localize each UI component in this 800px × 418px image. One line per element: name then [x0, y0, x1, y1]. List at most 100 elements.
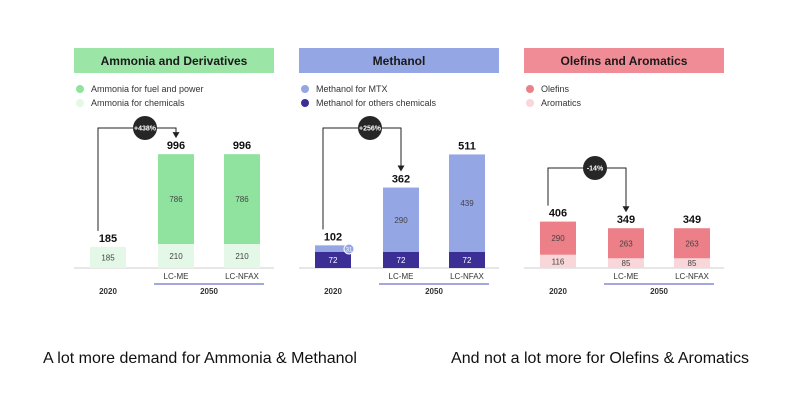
legend-item: Ammonia for fuel and power: [76, 82, 204, 96]
legend-item: Methanol for others chemicals: [301, 96, 436, 110]
bar-segment: [608, 258, 644, 268]
small-badge-label: 31: [346, 248, 353, 254]
year-label-2050: 2050: [200, 287, 218, 296]
panel-title: Ammonia and Derivatives: [100, 53, 248, 68]
bar-segment: [608, 228, 644, 259]
change-badge-label: +256%: [359, 126, 382, 133]
bar-segment: [449, 252, 485, 268]
change-badge-label: +438%: [134, 126, 157, 133]
connector-arrowhead: [622, 206, 630, 213]
year-label-2050: 2050: [650, 287, 668, 296]
bar-segment: [540, 221, 576, 255]
legend-item: Ammonia for chemicals: [76, 96, 204, 110]
bar-segment: [315, 252, 351, 268]
connector-arrowhead: [172, 132, 180, 139]
total-label: 996: [233, 140, 251, 152]
bar-segment: [158, 154, 194, 244]
legend-swatch: [526, 85, 534, 93]
total-label: 996: [167, 140, 185, 152]
legend-label: Methanol for others chemicals: [316, 98, 437, 108]
bar-segment: [674, 258, 710, 268]
year-label-2020: 2020: [99, 287, 117, 296]
legend: Olefins Aromatics: [526, 82, 581, 110]
bar-segment: [383, 187, 419, 252]
panel-header: Methanol: [299, 48, 499, 73]
data-label: 290: [394, 216, 408, 225]
total-label: 362: [392, 174, 410, 186]
legend-label: Olefins: [541, 84, 570, 94]
total-label: 349: [617, 214, 635, 226]
connector-arrowhead: [397, 165, 405, 172]
data-label: 72: [463, 256, 472, 265]
year-label-2050: 2050: [425, 287, 443, 296]
total-label: 511: [458, 140, 476, 152]
category-label: LC-NFAX: [675, 272, 709, 281]
bar-segment: [90, 246, 126, 268]
caption-right: And not a lot more for Olefins & Aromati…: [451, 350, 749, 367]
total-label: 102: [324, 231, 342, 243]
legend-label: Ammonia for fuel and power: [91, 84, 204, 94]
data-label: 210: [235, 252, 249, 261]
change-badge: [358, 116, 382, 140]
legend: Ammonia for fuel and power Ammonia for c…: [76, 82, 204, 110]
year-label-2020: 2020: [324, 287, 342, 296]
methanol-panel: Methanol Methanol for MTX Methanol for o…: [299, 48, 499, 298]
caption-left: A lot more demand for Ammonia & Methanol: [43, 350, 357, 367]
small-badge: [343, 243, 355, 255]
legend-label: Aromatics: [541, 98, 582, 108]
category-label: LC-ME: [389, 272, 414, 281]
bar-segment: [158, 244, 194, 268]
legend-swatch: [76, 99, 84, 107]
total-label: 185: [99, 233, 117, 245]
bar-segment: [674, 228, 710, 259]
legend-label: Ammonia for chemicals: [91, 98, 185, 108]
bar-segment: [383, 252, 419, 268]
legend: Methanol for MTX Methanol for others che…: [301, 82, 436, 110]
year-label-2020: 2020: [549, 287, 567, 296]
olefins-panel: Olefins and Aromatics Olefins Aromatics …: [524, 48, 724, 298]
legend-item: Olefins: [526, 82, 581, 96]
data-label: 72: [397, 256, 406, 265]
bar-segment: [315, 245, 351, 252]
panel-title: Olefins and Aromatics: [560, 53, 688, 68]
legend-item: Methanol for MTX: [301, 82, 436, 96]
data-label: 290: [551, 234, 565, 243]
category-label: LC-NFAX: [225, 272, 259, 281]
data-label: 786: [235, 195, 249, 204]
legend-swatch: [526, 99, 534, 107]
bar-segment: [449, 154, 485, 252]
data-label: 85: [622, 259, 631, 268]
bar-segment: [224, 244, 260, 268]
total-label: 349: [683, 214, 701, 226]
panel-header: Ammonia and Derivatives: [74, 48, 274, 73]
data-label: 786: [169, 195, 183, 204]
legend-swatch: [76, 85, 84, 93]
panel-header: Olefins and Aromatics: [524, 48, 724, 73]
ammonia-panel: Ammonia and Derivatives Ammonia for fuel…: [74, 48, 274, 298]
data-label: 210: [169, 252, 183, 261]
data-label: 263: [619, 239, 633, 248]
data-label: 439: [460, 199, 474, 208]
category-label: LC-ME: [164, 272, 189, 281]
data-label: 85: [688, 259, 697, 268]
change-badge-label: -14%: [587, 166, 604, 173]
bar-segment: [224, 154, 260, 244]
chart-svg: 116 290 406 85 263 349 LC-ME 85 263 349 LC-NFAX 202…: [524, 156, 724, 296]
data-label: 116: [552, 257, 565, 266]
change-badge: [133, 116, 157, 140]
legend-item: Aromatics: [526, 96, 581, 110]
data-label: 72: [329, 256, 338, 265]
legend-label: Methanol for MTX: [316, 84, 388, 94]
bar-segment: [540, 254, 576, 268]
change-badge: [583, 156, 607, 180]
legend-swatch: [301, 85, 309, 93]
chart-svg: 185 185 210 786 996 LC-ME 210 786 996 LC-NFAX 2020…: [74, 116, 274, 296]
category-label: LC-ME: [614, 272, 639, 281]
chart-svg: 72 102 72 290 362 LC-ME 72 439 511 LC-NFAX 31 2020 2…: [299, 116, 499, 296]
panel-title: Methanol: [372, 53, 426, 68]
data-label: 185: [101, 253, 115, 262]
data-label: 263: [685, 239, 699, 248]
legend-swatch: [301, 99, 309, 107]
total-label: 406: [549, 208, 567, 220]
category-label: LC-NFAX: [450, 272, 484, 281]
